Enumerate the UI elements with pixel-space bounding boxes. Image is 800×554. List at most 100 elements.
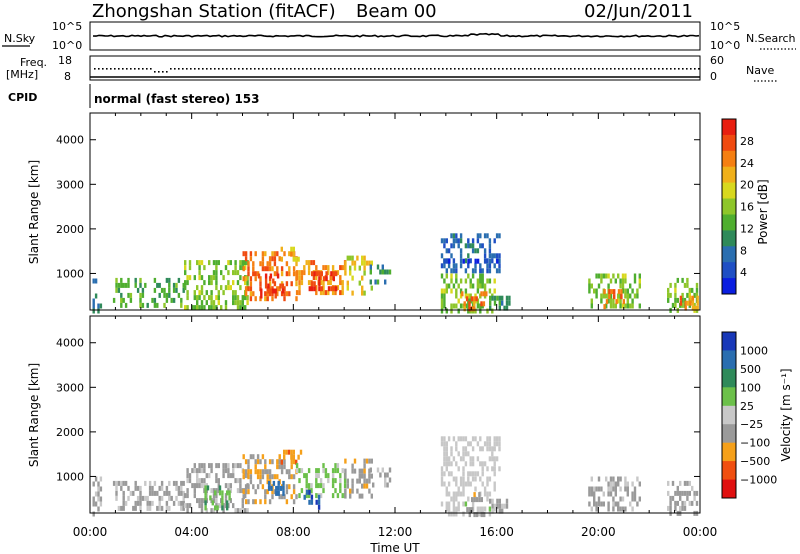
data-cell bbox=[686, 480, 689, 486]
data-cell bbox=[168, 292, 171, 298]
data-cell bbox=[443, 293, 446, 299]
data-cell bbox=[115, 287, 118, 293]
data-cell bbox=[445, 288, 448, 294]
data-cell bbox=[242, 266, 245, 272]
data-cell bbox=[97, 506, 100, 512]
data-cell bbox=[368, 468, 371, 474]
data-cell bbox=[476, 441, 480, 447]
data-cell bbox=[493, 466, 496, 472]
data-cell bbox=[505, 300, 509, 306]
freq-dot bbox=[630, 68, 632, 70]
data-cell bbox=[450, 471, 453, 477]
data-cell bbox=[136, 500, 140, 506]
data-cell bbox=[368, 488, 371, 494]
data-cell bbox=[165, 292, 169, 298]
data-cell bbox=[212, 270, 216, 276]
data-cell bbox=[182, 505, 185, 511]
y-tick-label: 3000 bbox=[56, 381, 84, 394]
data-cell bbox=[295, 261, 298, 267]
data-cell bbox=[363, 265, 366, 271]
data-cell bbox=[603, 289, 606, 295]
freq-dot bbox=[394, 68, 396, 70]
data-cell bbox=[217, 295, 220, 301]
data-cell bbox=[336, 463, 340, 469]
data-cell bbox=[232, 290, 235, 296]
power-colorbar-label: Power [dB] bbox=[756, 179, 770, 244]
data-cell bbox=[290, 464, 293, 470]
data-cell bbox=[299, 449, 303, 455]
data-cell bbox=[120, 505, 123, 511]
data-cell bbox=[315, 473, 318, 479]
data-cell bbox=[440, 293, 444, 299]
data-cell bbox=[600, 293, 603, 299]
data-cell bbox=[254, 271, 257, 277]
data-cell bbox=[469, 481, 472, 487]
data-cell bbox=[148, 505, 152, 511]
data-cell bbox=[607, 283, 610, 289]
data-cell bbox=[276, 291, 279, 297]
data-cell bbox=[464, 293, 468, 299]
freq-dot bbox=[170, 68, 172, 70]
data-cell bbox=[483, 248, 487, 254]
data-cell bbox=[283, 454, 286, 460]
data-cell bbox=[617, 293, 620, 299]
data-cell bbox=[266, 469, 269, 475]
data-cell bbox=[280, 256, 283, 262]
data-cell bbox=[508, 300, 511, 306]
freq-dot bbox=[426, 68, 428, 70]
data-cell bbox=[168, 282, 171, 288]
freq-dot bbox=[122, 68, 124, 70]
data-cell bbox=[617, 298, 620, 304]
data-cell bbox=[595, 273, 598, 279]
data-cell bbox=[134, 277, 137, 283]
data-cell bbox=[168, 287, 171, 293]
data-cell bbox=[144, 282, 147, 288]
data-cell bbox=[624, 293, 627, 299]
data-cell bbox=[92, 278, 95, 284]
data-cell bbox=[322, 290, 325, 296]
data-cell bbox=[593, 486, 596, 492]
freq-dot bbox=[470, 68, 472, 70]
data-cell bbox=[218, 490, 222, 496]
data-cell bbox=[349, 493, 352, 499]
data-cell bbox=[252, 454, 255, 460]
data-cell bbox=[612, 496, 615, 502]
data-cell bbox=[210, 498, 213, 504]
data-cell bbox=[468, 507, 471, 513]
freq-dot bbox=[154, 71, 156, 73]
data-cell bbox=[462, 456, 465, 462]
data-cell bbox=[447, 248, 451, 254]
data-cell bbox=[457, 451, 460, 457]
data-cell bbox=[495, 436, 499, 442]
data-cell bbox=[188, 260, 192, 266]
data-cell bbox=[198, 290, 201, 296]
data-cell bbox=[498, 268, 501, 274]
data-cell bbox=[200, 305, 204, 311]
data-cell bbox=[443, 288, 446, 294]
data-cell bbox=[276, 286, 279, 292]
freq-dot bbox=[106, 68, 108, 70]
data-cell bbox=[122, 490, 125, 496]
data-cell bbox=[215, 265, 218, 271]
data-cell bbox=[495, 253, 499, 259]
data-cell bbox=[593, 496, 596, 502]
data-cell bbox=[473, 301, 476, 307]
data-cell bbox=[688, 480, 691, 486]
data-cell bbox=[346, 280, 349, 286]
data-cell bbox=[473, 492, 476, 498]
data-cell bbox=[295, 256, 298, 262]
data-cell bbox=[626, 491, 629, 497]
data-cell bbox=[210, 488, 213, 494]
data-cell bbox=[292, 251, 295, 257]
data-cell bbox=[440, 263, 444, 269]
data-cell bbox=[462, 481, 465, 487]
data-cell bbox=[363, 270, 366, 276]
x-tick-label: 12:00 bbox=[378, 525, 413, 539]
data-cell bbox=[227, 463, 230, 469]
data-cell bbox=[603, 304, 606, 310]
data-cell bbox=[353, 265, 357, 271]
data-cell bbox=[188, 473, 192, 479]
data-cell bbox=[236, 463, 240, 469]
data-cell bbox=[590, 303, 593, 309]
